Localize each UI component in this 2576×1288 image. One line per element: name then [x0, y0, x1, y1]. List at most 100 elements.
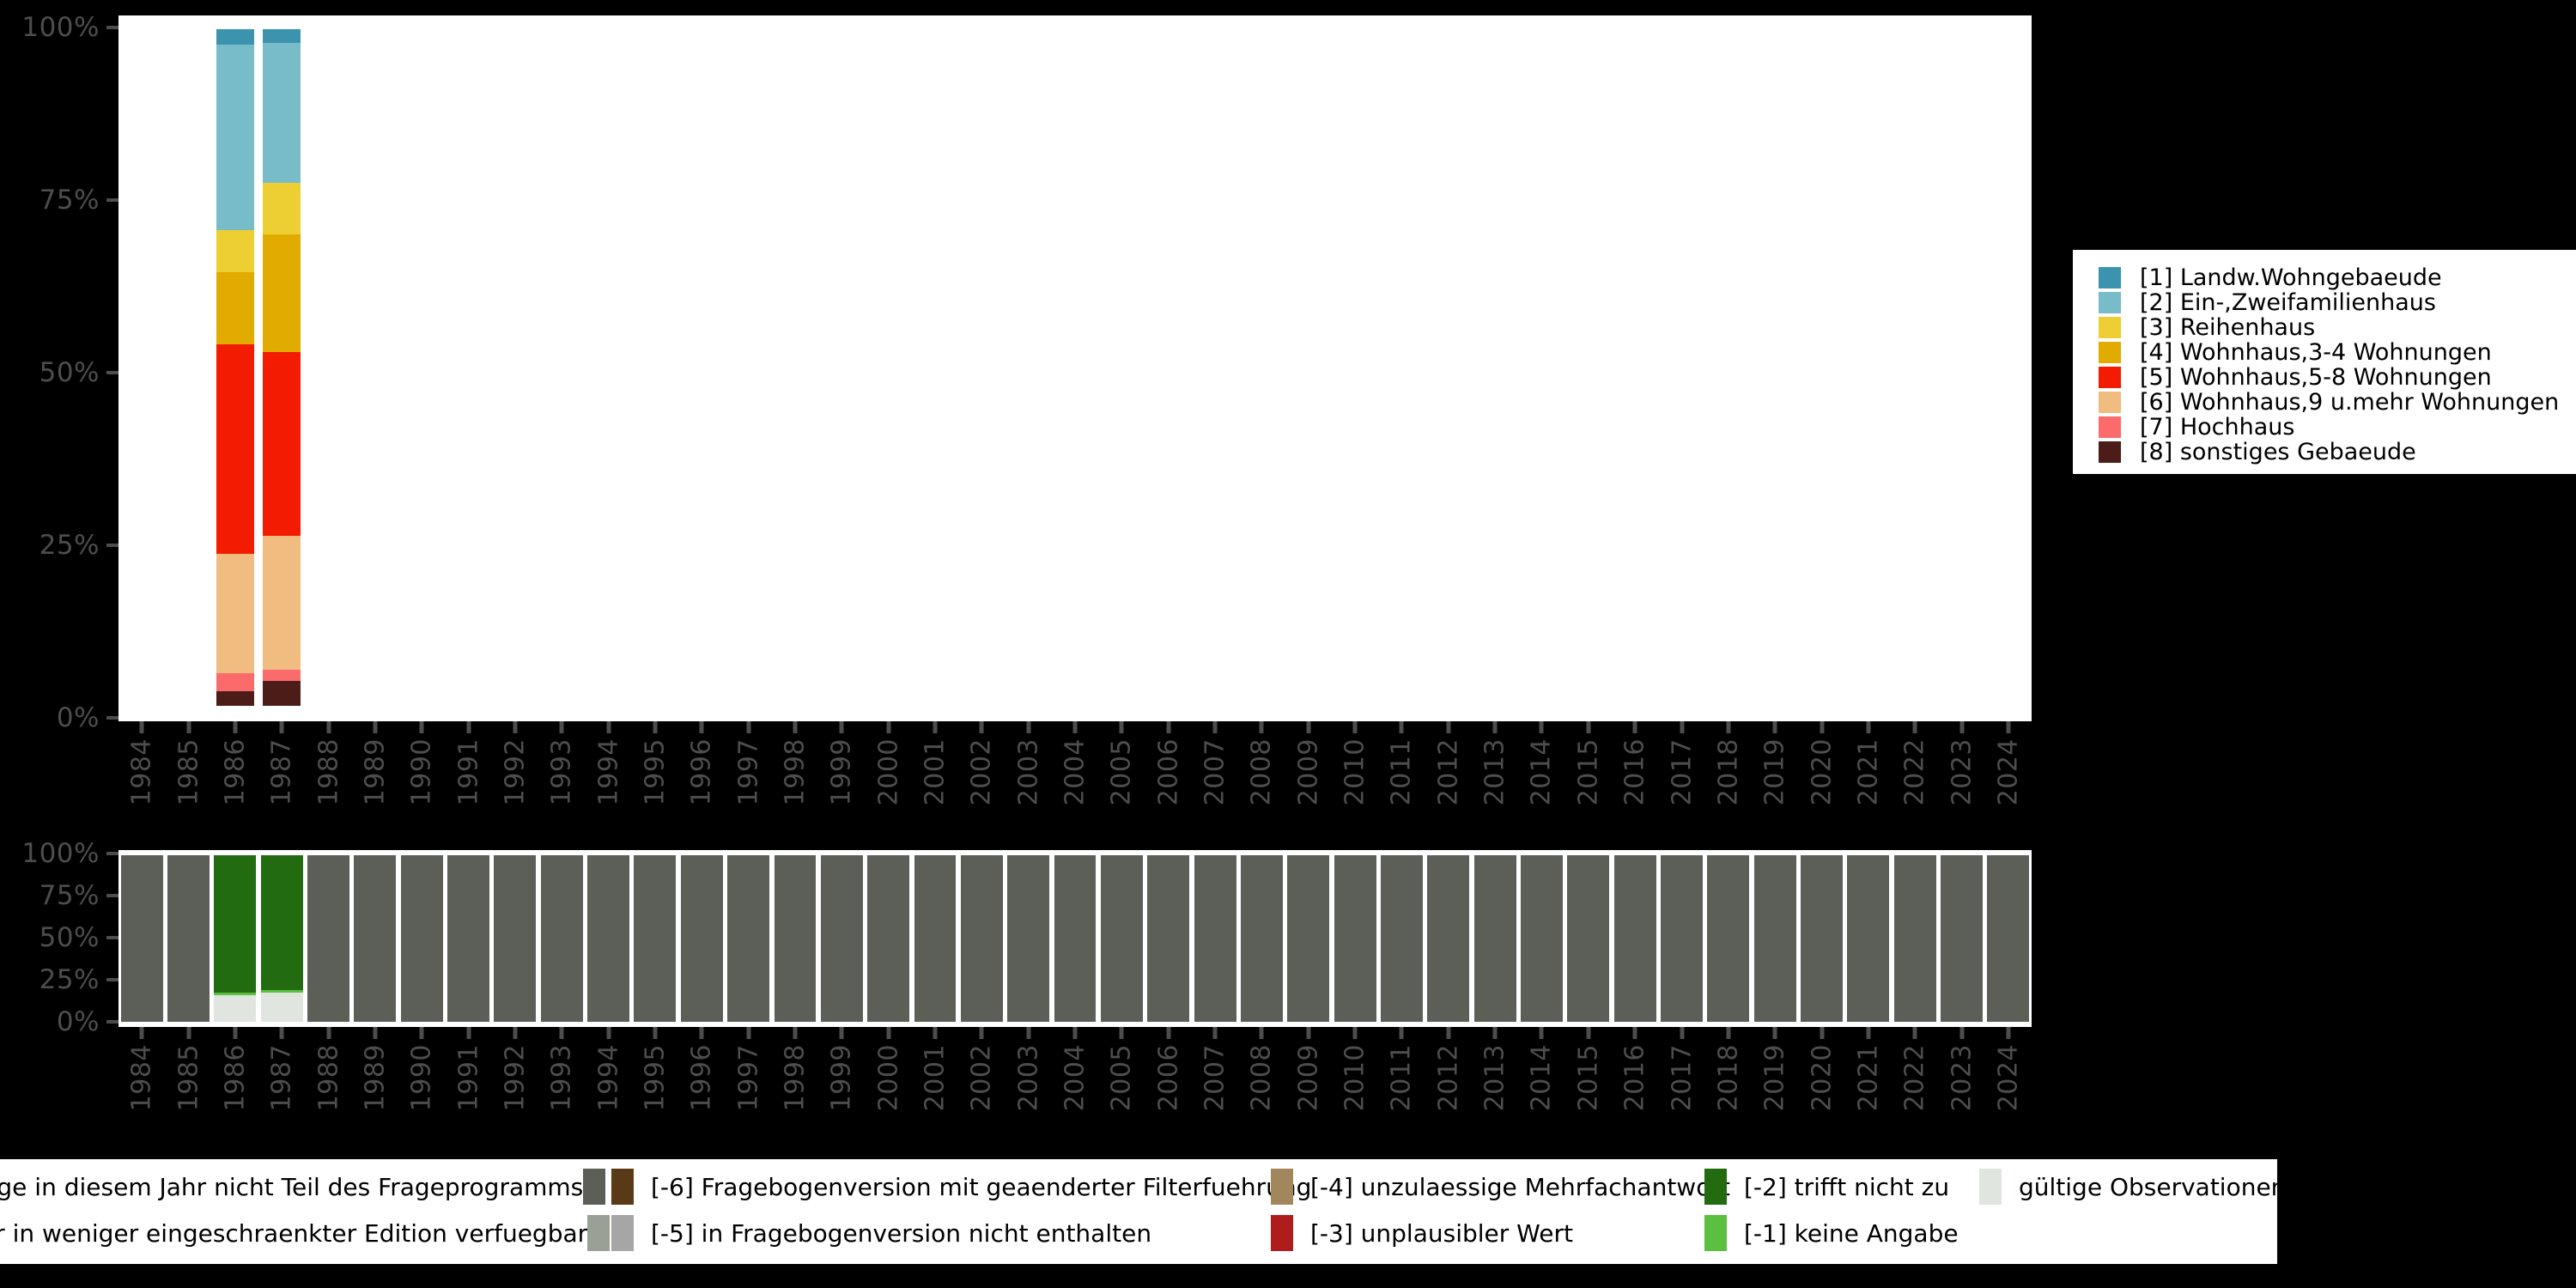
bar-column[interactable]	[1472, 850, 1518, 1027]
bar-column[interactable]	[1892, 15, 1938, 721]
missing-legend-item[interactable]: [-1] keine Angabe	[1704, 1209, 1959, 1257]
bar-column[interactable]	[912, 15, 958, 721]
bar-column[interactable]	[1098, 15, 1145, 721]
bar-column[interactable]	[678, 850, 725, 1027]
bar-column[interactable]	[165, 850, 211, 1027]
missing-legend-item[interactable]: [-5] in Fragebogenversion nicht enthalte…	[611, 1209, 1151, 1257]
bar-column[interactable]	[866, 15, 912, 721]
bar-column[interactable]	[258, 15, 305, 721]
bar-column[interactable]	[1612, 15, 1658, 721]
bar-column[interactable]	[1705, 15, 1752, 721]
bar-column[interactable]	[866, 850, 912, 1027]
missing-legend-item[interactable]: gültige Observationen	[1979, 1163, 2277, 1211]
bar-column[interactable]	[772, 15, 818, 721]
missing-legend-item[interactable]: [-8] Frage in diesem Jahr nicht Teil des…	[0, 1163, 606, 1211]
bar-column[interactable]	[165, 15, 211, 721]
category-legend-item[interactable]: [4] Wohnhaus,3-4 Wohnungen	[2099, 339, 2576, 366]
bar-column[interactable]	[818, 15, 865, 721]
category-legend-item[interactable]: [5] Wohnhaus,5-8 Wohnungen	[2099, 364, 2576, 391]
bar-column[interactable]	[492, 15, 538, 721]
bar-column[interactable]	[585, 850, 631, 1027]
bar-column[interactable]	[1425, 850, 1472, 1027]
bar-column[interactable]	[1052, 850, 1098, 1027]
bar-column[interactable]	[1892, 850, 1938, 1027]
bar-column[interactable]	[1285, 850, 1332, 1027]
bar-column[interactable]	[772, 850, 818, 1027]
bar-column[interactable]	[445, 15, 491, 721]
bar-column[interactable]	[1845, 15, 1892, 721]
bar-column[interactable]	[1238, 15, 1285, 721]
bar-column[interactable]	[632, 15, 678, 721]
bar-column[interactable]	[1378, 15, 1425, 721]
missing-legend-item[interactable]: [-2] trifft nicht zu	[1704, 1163, 1949, 1211]
bar-column[interactable]	[212, 15, 258, 721]
bar-column[interactable]	[1658, 850, 1704, 1027]
bar-column[interactable]	[1705, 850, 1752, 1027]
missing-legend-item[interactable]: [-7] nur in weniger eingeschraenkter Edi…	[0, 1209, 611, 1257]
bar-column[interactable]	[585, 15, 631, 721]
missing-legend-item[interactable]: [-4] unzulaessige Mehrfachantwort	[1271, 1163, 1730, 1211]
bar-column[interactable]	[118, 850, 165, 1027]
bar-column[interactable]	[1752, 850, 1798, 1027]
bar-column[interactable]	[1612, 850, 1658, 1027]
bar-column[interactable]	[352, 15, 398, 721]
bar-column[interactable]	[1985, 15, 2032, 721]
bar-column[interactable]	[678, 15, 725, 721]
bar-column[interactable]	[538, 15, 585, 721]
bar-column[interactable]	[1145, 15, 1192, 721]
bar-column[interactable]	[1052, 15, 1098, 721]
bar-column[interactable]	[538, 850, 585, 1027]
bar-column[interactable]	[1005, 15, 1052, 721]
bar-column[interactable]	[632, 850, 678, 1027]
bar-column[interactable]	[1285, 15, 1332, 721]
missing-legend-item[interactable]: [-6] Fragebogenversion mit geaenderter F…	[611, 1163, 1311, 1211]
bar-column[interactable]	[1565, 15, 1612, 721]
bar-column[interactable]	[1005, 850, 1052, 1027]
bar-column[interactable]	[1658, 15, 1704, 721]
x-axis-tick: 1986	[212, 1027, 258, 1139]
bar-column[interactable]	[1845, 850, 1892, 1027]
bar-column[interactable]	[818, 850, 865, 1027]
bar-column[interactable]	[1518, 850, 1564, 1027]
category-legend-item[interactable]: [2] Ein-,Zweifamilienhaus	[2099, 289, 2576, 316]
bar-column[interactable]	[1238, 850, 1285, 1027]
bar-column[interactable]	[1752, 15, 1798, 721]
bar-column[interactable]	[1332, 850, 1378, 1027]
bar-column[interactable]	[1192, 850, 1238, 1027]
bar-column[interactable]	[725, 15, 771, 721]
bar-column[interactable]	[1378, 850, 1425, 1027]
bar-column[interactable]	[305, 15, 351, 721]
bar-column[interactable]	[352, 850, 398, 1027]
category-legend-item[interactable]: [1] Landw.Wohngebaeude	[2099, 264, 2576, 291]
bar-column[interactable]	[1098, 850, 1145, 1027]
bar-column[interactable]	[258, 850, 305, 1027]
category-legend-item[interactable]: [3] Reihenhaus	[2099, 314, 2576, 341]
bar-column[interactable]	[1425, 15, 1472, 721]
bar-column[interactable]	[1938, 850, 1984, 1027]
bar-column[interactable]	[912, 850, 958, 1027]
bar-column[interactable]	[1332, 15, 1378, 721]
bar-column[interactable]	[445, 850, 491, 1027]
bar-column[interactable]	[398, 15, 445, 721]
bar-column[interactable]	[725, 850, 771, 1027]
missing-legend-item[interactable]: [-3] unplausibler Wert	[1271, 1209, 1573, 1257]
bar-column[interactable]	[305, 850, 351, 1027]
bar-column[interactable]	[1985, 850, 2032, 1027]
bar-column[interactable]	[1798, 850, 1844, 1027]
bar-column[interactable]	[1192, 15, 1238, 721]
bar-column[interactable]	[1518, 15, 1564, 721]
category-legend-item[interactable]: [6] Wohnhaus,9 u.mehr Wohnungen	[2099, 389, 2576, 416]
bar-column[interactable]	[118, 15, 165, 721]
bar-column[interactable]	[1938, 15, 1984, 721]
bar-column[interactable]	[492, 850, 538, 1027]
category-legend-item[interactable]: [7] Hochhaus	[2099, 414, 2576, 440]
bar-column[interactable]	[958, 15, 1005, 721]
category-legend-item[interactable]: [8] sonstiges Gebaeude	[2099, 439, 2576, 465]
bar-column[interactable]	[212, 850, 258, 1027]
bar-column[interactable]	[1798, 15, 1844, 721]
bar-column[interactable]	[958, 850, 1005, 1027]
bar-column[interactable]	[1565, 850, 1612, 1027]
bar-column[interactable]	[1145, 850, 1192, 1027]
bar-column[interactable]	[1472, 15, 1518, 721]
bar-column[interactable]	[398, 850, 445, 1027]
